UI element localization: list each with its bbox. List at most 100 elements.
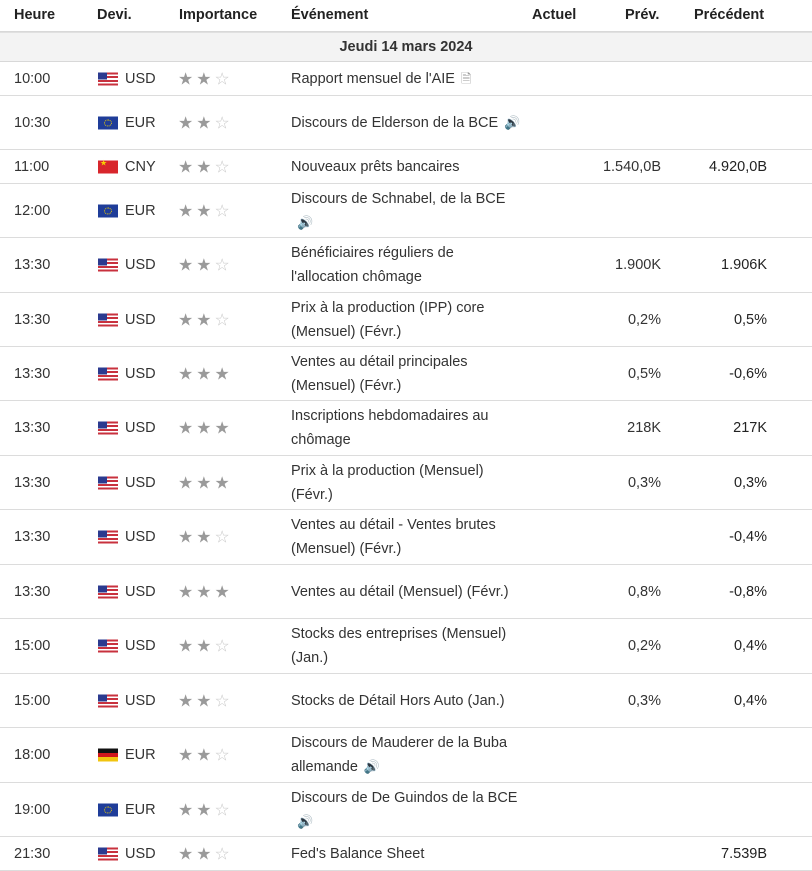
star-filled-icon: ★ bbox=[196, 69, 212, 88]
flag-cn-icon bbox=[98, 158, 118, 173]
table-row[interactable]: 11:00CNY★★☆Nouveaux prêts bancaires1.540… bbox=[0, 150, 812, 184]
star-filled-icon: ★ bbox=[196, 636, 212, 656]
event-time: 10:00 bbox=[14, 70, 51, 87]
event-name[interactable]: Ventes au détail (Mensuel) (Févr.) bbox=[291, 580, 521, 604]
speaker-icon[interactable]: 🔊 bbox=[297, 813, 314, 829]
event-title[interactable]: Ventes au détail - Ventes brutes (Mensue… bbox=[291, 517, 496, 557]
table-row[interactable]: 10:30 EUR ★ ★ ☆ Discours de Elderson de la BC… bbox=[0, 96, 812, 150]
event-title[interactable]: Discours de Elderson de la BCE bbox=[291, 114, 499, 131]
star-filled-icon: ★ bbox=[178, 113, 194, 132]
star-filled-icon: ★ bbox=[178, 582, 194, 601]
currency-code: EUR bbox=[125, 114, 156, 131]
flag-us-icon bbox=[98, 258, 118, 272]
event-title[interactable]: Ventes au détail (Mensuel) (Févr.) bbox=[291, 583, 509, 600]
event-name[interactable]: Stocks des entreprises (Mensuel) (Jan.) bbox=[291, 622, 521, 670]
importance-rating: ★ ★ ☆ bbox=[178, 70, 230, 87]
table-row[interactable]: 19:00 EUR ★ ★ ☆ Discours de De Guindos de la … bbox=[0, 783, 812, 837]
event-title[interactable]: Rapport mensuel de l'AIE bbox=[291, 70, 455, 87]
previous-value: 1.906K bbox=[721, 257, 767, 273]
event-name[interactable]: Stocks de Détail Hors Auto (Jan.) bbox=[291, 689, 521, 713]
col-header-time[interactable]: Heure bbox=[14, 7, 56, 23]
event-title[interactable]: Ventes au détail principales (Mensuel) (… bbox=[291, 353, 468, 394]
star-filled-icon: ★ bbox=[178, 69, 194, 88]
col-header-forecast[interactable]: Prév. bbox=[625, 7, 660, 23]
event-title[interactable]: Discours de Schnabel, de la BCE bbox=[291, 190, 506, 207]
col-header-importance[interactable]: Importance bbox=[179, 7, 258, 23]
document-icon[interactable]: 🗎 bbox=[460, 70, 472, 86]
event-name[interactable]: Ventes au détail - Ventes brutes (Mensue… bbox=[291, 513, 521, 561]
table-row[interactable]: 13:30 USD ★ ★ ★ Ventes au détail (Mensuel) (F… bbox=[0, 565, 812, 619]
table-row[interactable]: 13:30 USD ★ ★ ★ Ventes au détail principales … bbox=[0, 347, 812, 401]
star-empty-icon: ☆ bbox=[214, 113, 230, 132]
event-title[interactable]: Stocks des entreprises (Mensuel) (Jan.) bbox=[291, 626, 507, 666]
currency-code: USD bbox=[125, 365, 156, 382]
flag-eu-icon bbox=[98, 803, 118, 816]
table-row[interactable]: 15:00 USD ★ ★ ☆ Stocks de Détail Hors Auto (J… bbox=[0, 674, 812, 728]
event-name[interactable]: Bénéficiaires réguliers de l'allocation … bbox=[291, 241, 521, 289]
star-filled-icon: ★ bbox=[196, 582, 212, 601]
star-filled-icon: ★ bbox=[178, 201, 194, 220]
table-row[interactable]: 21:30 USD ★ ★ ☆ Fed's Balance Sheet 7.539B bbox=[0, 837, 812, 871]
flag-us-icon bbox=[98, 694, 118, 707]
importance-rating: ★ ★ ☆ bbox=[178, 114, 230, 131]
star-filled-icon: ★ bbox=[196, 364, 212, 383]
speaker-icon[interactable]: 🔊 bbox=[363, 759, 381, 775]
star-filled-icon: ★ bbox=[178, 255, 194, 275]
star-filled-icon: ★ bbox=[178, 364, 194, 383]
star-filled-icon: ★ bbox=[196, 844, 212, 863]
event-title[interactable]: Prix à la production (Mensuel) (Févr.) bbox=[291, 462, 484, 503]
star-filled-icon: ★ bbox=[178, 473, 194, 492]
event-name[interactable]: Discours de Mauderer de la Buba allemand… bbox=[291, 731, 521, 779]
star-filled-icon: ★ bbox=[196, 473, 212, 492]
event-name[interactable]: Discours de De Guindos de la BCE 🔊 bbox=[291, 785, 521, 833]
col-header-previous[interactable]: Précédent bbox=[694, 7, 765, 23]
event-name[interactable]: Rapport mensuel de l'AIE 🗎 bbox=[291, 66, 521, 90]
importance-rating: ★ ★ ☆ bbox=[178, 529, 230, 546]
table-row[interactable]: 15:00 USD ★ ★ ☆ Stocks des entreprises (Mensu… bbox=[0, 619, 812, 674]
table-row[interactable]: 10:00 USD ★ ★ ☆ Rapport mensuel de l'AIE 🗎 bbox=[0, 62, 812, 96]
event-title[interactable]: Prix à la production (IPP) core (Mensuel… bbox=[291, 299, 485, 340]
star-empty-icon: ☆ bbox=[214, 310, 230, 329]
event-time: 18:00 bbox=[14, 747, 51, 763]
event-name[interactable]: Nouveaux prêts bancaires bbox=[291, 155, 521, 179]
speaker-icon[interactable]: 🔊 bbox=[297, 214, 314, 230]
importance-rating: ★ ★ ☆ bbox=[178, 845, 230, 862]
speaker-icon[interactable]: 🔊 bbox=[504, 114, 521, 130]
event-name[interactable]: Discours de Elderson de la BCE 🔊 bbox=[291, 110, 521, 134]
table-row[interactable]: 13:30 USD ★ ★ ★ Inscriptions hebdomadaires au… bbox=[0, 401, 812, 456]
event-name[interactable]: Prix à la production (IPP) core (Mensuel… bbox=[291, 296, 521, 344]
star-empty-icon: ☆ bbox=[214, 527, 230, 547]
col-header-actual[interactable]: Actuel bbox=[532, 7, 577, 23]
table-row[interactable]: 13:30 USD ★ ★ ★ Prix à la production (Mensuel… bbox=[0, 456, 812, 510]
event-name[interactable]: Discours de Schnabel, de la BCE 🔊 bbox=[291, 186, 521, 234]
flag-eu-icon bbox=[98, 116, 118, 129]
table-row[interactable]: 13:30 USD ★ ★ ☆ Bénéficiaires réguliers de l'… bbox=[0, 238, 812, 293]
event-title[interactable]: Fed's Balance Sheet bbox=[291, 845, 425, 862]
star-filled-icon: ★ bbox=[196, 157, 212, 176]
event-name[interactable]: Prix à la production (Mensuel) (Févr.) bbox=[291, 459, 521, 507]
event-name[interactable]: Inscriptions hebdomadaires au chômage bbox=[291, 404, 521, 452]
col-header-event[interactable]: Événement bbox=[291, 7, 369, 23]
event-name[interactable]: Fed's Balance Sheet bbox=[291, 842, 521, 866]
star-empty-icon: ☆ bbox=[214, 800, 230, 819]
table-row[interactable]: 13:30 USD ★ ★ ☆ Prix à la production (IPP) co… bbox=[0, 293, 812, 347]
currency-code: USD bbox=[125, 257, 156, 273]
event-title[interactable]: Nouveaux prêts bancaires bbox=[291, 158, 460, 175]
star-filled-icon: ★ bbox=[178, 157, 194, 176]
table-row[interactable]: 18:00 EUR ★ ★ ☆ Discours de Mauderer de la Bu… bbox=[0, 728, 812, 783]
star-filled-icon: ★ bbox=[178, 745, 194, 765]
table-row[interactable]: 13:30 USD ★ ★ ☆ Ventes au détail - Ventes bru… bbox=[0, 510, 812, 565]
event-title[interactable]: Discours de De Guindos de la BCE bbox=[291, 789, 518, 806]
table-row[interactable]: 12:00 EUR ★ ★ ☆ Discours de Schnabel, de la B… bbox=[0, 184, 812, 238]
event-rows: 10:00 USD ★ ★ ☆ Rapport mensuel de l'AIE 🗎 10:3… bbox=[0, 62, 812, 871]
event-name[interactable]: Ventes au détail principales (Mensuel) (… bbox=[291, 350, 521, 398]
col-header-currency[interactable]: Devi. bbox=[97, 7, 132, 23]
event-title[interactable]: Stocks de Détail Hors Auto (Jan.) bbox=[291, 692, 505, 709]
flag-us-icon bbox=[98, 639, 118, 653]
currency-code: EUR bbox=[125, 202, 156, 219]
flag-us-icon bbox=[98, 530, 118, 544]
event-title[interactable]: Discours de Mauderer de la Buba allemand… bbox=[291, 734, 508, 775]
event-title[interactable]: Inscriptions hebdomadaires au chômage bbox=[291, 408, 489, 448]
event-title[interactable]: Bénéficiaires réguliers de l'allocation … bbox=[291, 245, 454, 285]
importance-rating: ★ ★ ★ bbox=[178, 420, 230, 437]
